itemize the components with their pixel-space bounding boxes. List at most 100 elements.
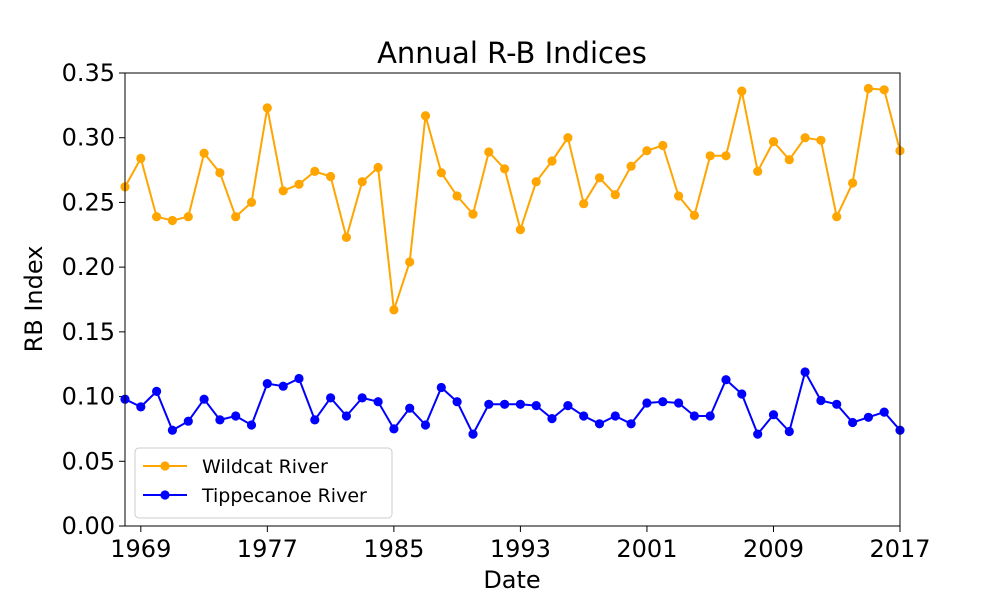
data-point xyxy=(326,171,336,182)
y-tick-label: 0.10 xyxy=(62,383,115,411)
legend-box xyxy=(134,447,393,519)
data-point xyxy=(262,103,272,113)
data-point xyxy=(515,399,526,409)
data-point xyxy=(832,399,842,409)
chart-title: Annual R-B Indices xyxy=(377,36,647,70)
data-point xyxy=(879,407,889,417)
data-point xyxy=(294,373,304,384)
data-point xyxy=(294,179,304,189)
data-point xyxy=(136,402,146,412)
series-line xyxy=(124,87,901,311)
data-point xyxy=(579,199,589,209)
data-point xyxy=(136,153,146,163)
data-point xyxy=(500,399,510,409)
legend-marker xyxy=(160,461,170,471)
data-point xyxy=(341,411,351,421)
x-tick-label: 1985 xyxy=(363,535,424,563)
data-point xyxy=(246,197,257,207)
data-point xyxy=(579,411,589,421)
x-tick-label: 2017 xyxy=(869,535,930,563)
y-tick-label: 0.20 xyxy=(62,253,115,281)
data-point xyxy=(784,426,794,437)
data-point xyxy=(405,257,415,267)
data-point xyxy=(183,416,193,426)
data-point xyxy=(373,397,383,407)
data-point xyxy=(215,415,225,425)
y-tick-label: 0.00 xyxy=(62,512,115,540)
data-point xyxy=(262,379,272,389)
y-tick-label: 0.25 xyxy=(62,188,115,216)
data-point xyxy=(531,401,541,411)
data-point xyxy=(674,191,684,201)
legend-label: Wildcat River xyxy=(202,456,328,478)
data-point xyxy=(816,395,826,406)
data-point xyxy=(515,225,526,235)
data-point xyxy=(341,232,351,242)
data-point xyxy=(436,168,446,178)
data-point xyxy=(389,424,399,434)
data-point xyxy=(705,151,715,161)
data-point xyxy=(452,191,462,201)
data-point xyxy=(848,178,858,188)
data-point xyxy=(500,164,510,174)
data-point xyxy=(832,212,842,222)
data-point xyxy=(626,161,636,171)
data-point xyxy=(800,367,810,377)
legend-label: Tippecanoe River xyxy=(201,485,367,507)
data-point xyxy=(816,135,826,145)
series-wildcat-river xyxy=(120,83,905,315)
data-point xyxy=(626,419,636,429)
data-point xyxy=(373,162,383,173)
data-point xyxy=(642,146,652,156)
data-point xyxy=(768,137,779,147)
data-point xyxy=(199,394,209,404)
data-point xyxy=(278,186,288,196)
data-point xyxy=(152,212,162,222)
data-point xyxy=(547,156,557,166)
data-point xyxy=(420,111,431,121)
data-point xyxy=(167,215,177,226)
data-point xyxy=(547,414,557,424)
y-axis: 0.00 0.05 0.10 0.15 0.20 0.25 0.30 0.35 xyxy=(62,59,125,540)
y-tick-label: 0.05 xyxy=(62,447,115,475)
data-point xyxy=(737,389,747,399)
x-tick-label: 1993 xyxy=(490,535,551,563)
data-point xyxy=(310,415,320,425)
data-point xyxy=(389,305,399,315)
data-point xyxy=(215,168,225,178)
data-point xyxy=(610,190,620,200)
data-point xyxy=(658,397,668,407)
data-point xyxy=(705,411,715,421)
data-point xyxy=(420,420,431,430)
data-point xyxy=(674,398,684,408)
data-point xyxy=(468,209,478,219)
legend-marker xyxy=(160,490,170,500)
data-point xyxy=(326,393,336,403)
data-point xyxy=(246,420,257,430)
data-point xyxy=(468,429,478,439)
data-point xyxy=(167,425,177,435)
data-point xyxy=(848,417,858,428)
data-point xyxy=(278,381,288,391)
data-point xyxy=(721,151,731,161)
data-point xyxy=(753,429,763,439)
x-tick-label: 2009 xyxy=(743,535,804,563)
x-axis: 1969 1977 1985 1993 2001 2009 2017 xyxy=(110,526,931,563)
data-point xyxy=(689,210,700,220)
data-point xyxy=(721,375,731,385)
data-point xyxy=(452,397,462,407)
data-point xyxy=(231,212,241,222)
y-tick-label: 0.30 xyxy=(62,124,115,152)
data-point xyxy=(658,140,668,151)
data-point xyxy=(863,412,874,422)
data-point xyxy=(357,177,367,187)
data-point xyxy=(436,382,446,393)
data-point xyxy=(689,411,700,421)
y-tick-label: 0.15 xyxy=(62,318,115,346)
data-point xyxy=(357,393,367,403)
data-point xyxy=(531,177,541,187)
data-point xyxy=(642,398,652,408)
data-point xyxy=(610,411,620,421)
x-axis-label: Date xyxy=(483,566,540,594)
data-point xyxy=(879,85,889,95)
